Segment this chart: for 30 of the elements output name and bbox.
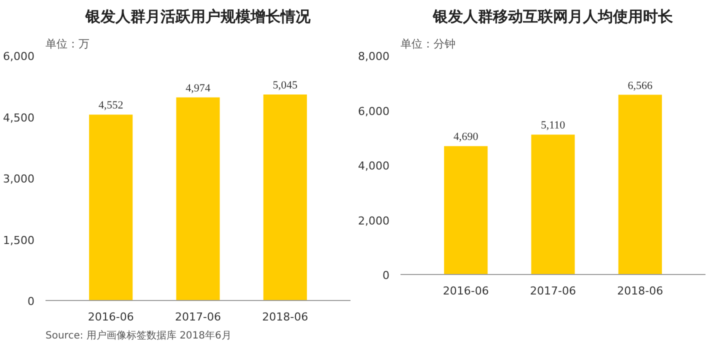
y-tick-label: 6,000 xyxy=(358,104,390,118)
x-tick-label: 2016-06 xyxy=(88,310,134,324)
data-label: 5,045 xyxy=(272,79,298,92)
x-tick-label: 2016-06 xyxy=(442,284,489,298)
source-note: Source: 用户画像标签数据库 2018年6月 xyxy=(46,330,232,342)
y-tick-label: 0 xyxy=(28,295,34,308)
y-tick-label: 1,500 xyxy=(3,234,35,247)
data-label: 4,974 xyxy=(186,82,211,94)
y-axis-title: 单位：万 xyxy=(46,38,90,50)
y-axis-title: 单位：分钟 xyxy=(400,38,456,50)
bar xyxy=(618,94,662,274)
y-tick-label: 4,500 xyxy=(3,111,35,124)
y-tick-label: 3,000 xyxy=(3,172,35,186)
data-label: 6,566 xyxy=(628,80,654,92)
y-tick-label: 6,000 xyxy=(3,50,35,63)
x-tick-label: 2018-06 xyxy=(262,310,308,324)
y-tick-label: 0 xyxy=(382,269,390,282)
y-tick-label: 8,000 xyxy=(358,50,390,63)
chart-title: 银发人群移动互联网月人均使用时长 xyxy=(432,8,674,26)
y-tick-label: 2,000 xyxy=(358,214,390,228)
x-tick-label: 2017-06 xyxy=(530,284,576,298)
data-label: 5,110 xyxy=(540,120,566,132)
x-tick-label: 2018-06 xyxy=(617,284,664,298)
bar xyxy=(444,146,488,274)
data-label: 4,552 xyxy=(98,100,124,112)
chart-title: 银发人群月活跃用户规模增长情况 xyxy=(84,8,312,26)
y-tick-label: 4,000 xyxy=(358,160,390,172)
x-tick-label: 2017-06 xyxy=(175,310,221,324)
data-label: 4,690 xyxy=(453,131,479,144)
bar xyxy=(531,134,575,274)
